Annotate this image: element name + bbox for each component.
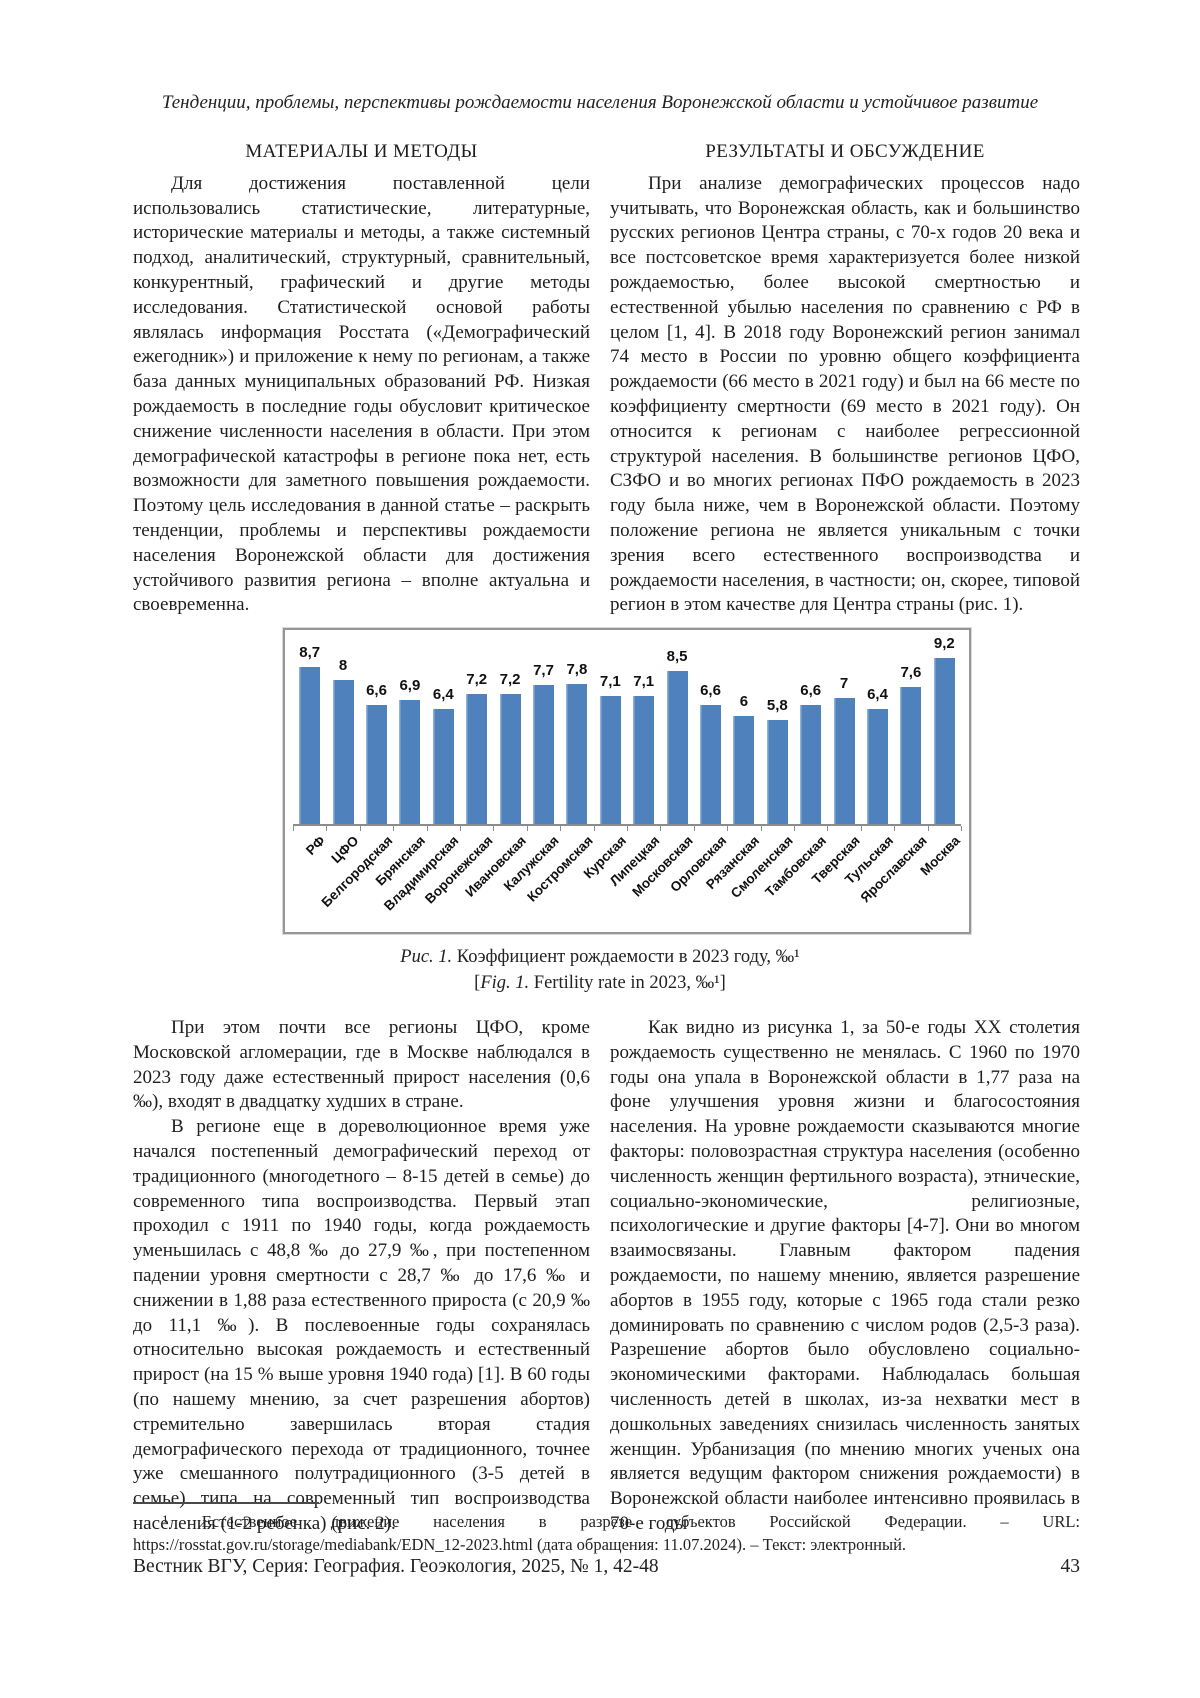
bar	[733, 716, 755, 824]
bar	[766, 720, 788, 824]
bar	[332, 680, 354, 824]
bar-value-label: 6,9	[399, 677, 421, 694]
section-heading-results: РЕЗУЛЬТАТЫ И ОБСУЖДЕНИЕ	[705, 141, 985, 162]
axis-tick	[393, 826, 395, 831]
bar-value-label: 7	[839, 675, 849, 692]
bar-value-label: 8,5	[666, 648, 688, 665]
body-column-left-lower: При этом почти все регионы ЦФО, кроме Мо…	[133, 1016, 590, 1537]
axis-tick	[894, 826, 896, 831]
axis-tick	[961, 826, 962, 831]
axis-tick	[593, 826, 595, 831]
bar-value-label: 6	[739, 693, 749, 710]
figure-caption-en: [Fig. 1. Fertility rate in 2023, ‰¹]	[100, 970, 1100, 996]
bar	[666, 671, 688, 824]
bar-value-label: 6,6	[366, 682, 387, 699]
bar	[366, 705, 387, 824]
bar-value-label: 6,4	[432, 686, 454, 703]
bar	[533, 685, 554, 824]
bar	[700, 705, 721, 824]
bar	[867, 709, 888, 824]
figure-caption-ru: Рис. 1. Коэффициент рождаемости в 2023 г…	[100, 944, 1100, 970]
bar	[633, 696, 655, 824]
bar-value-label: 7,2	[499, 671, 521, 688]
axis-tick	[927, 826, 929, 831]
bar	[466, 694, 488, 824]
axis-tick	[326, 826, 328, 831]
axis-tick	[426, 826, 428, 831]
page-number: 43	[1060, 1556, 1081, 1577]
footnote-text: ¹ Естественное движение населения в разр…	[133, 1512, 1080, 1554]
bar	[432, 709, 454, 824]
axis-tick	[526, 826, 528, 831]
figure-caption-en-text: Fertility rate in 2023, ‰¹]	[533, 973, 726, 993]
axis-tick	[693, 826, 695, 831]
bar-value-label: 8	[338, 657, 348, 674]
bar-value-label: 9,2	[933, 635, 955, 652]
bar	[399, 700, 421, 824]
category-label: РФ	[303, 833, 329, 859]
axis-tick	[359, 826, 361, 831]
bar-value-label: 7,8	[566, 661, 588, 678]
figure-caption-ru-text: Коэффициент рождаемости в 2023 году, ‰¹	[456, 947, 800, 967]
axis-tick	[727, 826, 729, 831]
paragraph-results-1: При анализе демографических процессов на…	[610, 172, 1080, 616]
axis-tick	[760, 826, 762, 831]
page-footer: Вестник ВГУ, Серия: География. Геоэколог…	[133, 1556, 1080, 1578]
paragraph-lower-left-2: В регионе еще в дореволюционное время уж…	[133, 1116, 590, 1534]
figure-caption-ru-label: Рис. 1.	[400, 947, 453, 967]
bar-value-label: 7,2	[466, 671, 488, 688]
bar	[566, 684, 588, 824]
figure-caption-en-bracket: [	[474, 973, 481, 993]
bar-value-label: 6,4	[867, 686, 888, 703]
bar-value-label: 5,8	[766, 697, 788, 714]
axis-tick	[627, 826, 628, 831]
paragraph-lower-right-1: Как видно из рисунка 1, за 50-е годы XX …	[610, 1017, 1080, 1534]
axis-tick	[794, 826, 795, 831]
paragraph-lower-left-1: При этом почти все регионы ЦФО, кроме Мо…	[133, 1017, 590, 1113]
body-column-right-lower: Как видно из рисунка 1, за 50-е годы XX …	[610, 1016, 1080, 1537]
axis-tick	[827, 826, 829, 831]
figure-caption-en-label: Fig. 1.	[480, 973, 530, 993]
bar-value-label: 7,1	[599, 673, 621, 690]
axis-tick	[660, 826, 662, 831]
axis-tick	[493, 826, 495, 831]
axis-tick	[560, 826, 562, 831]
bar-value-label: 8,7	[299, 644, 321, 661]
section-heading-materials: МАТЕРИАЛЫ И МЕТОДЫ	[245, 141, 478, 162]
bar	[933, 658, 955, 824]
bar	[900, 687, 922, 824]
fertility-bar-chart: 8,7 РФ 8 ЦФО 6,6 Белгородская 6,9 Брянская 6,4 Вл…	[283, 628, 971, 934]
figure-caption: Рис. 1. Коэффициент рождаемости в 2023 г…	[100, 944, 1100, 996]
bar-value-label: 6,6	[800, 682, 822, 699]
materials-methods-section: МАТЕРИАЛЫ И МЕТОДЫ Для достижения постав…	[133, 140, 590, 618]
journal-reference: Вестник ВГУ, Серия: География. Геоэколог…	[133, 1556, 659, 1577]
bar	[833, 698, 855, 824]
bar-value-label: 7,6	[900, 664, 922, 681]
bar-value-label: 7,7	[533, 662, 554, 679]
bar-value-label: 6,6	[700, 682, 721, 699]
running-head: Тенденции, проблемы, перспективы рождаем…	[161, 92, 1039, 113]
axis-tick	[860, 826, 862, 831]
bar	[599, 696, 621, 824]
bar	[299, 667, 321, 824]
bar	[800, 705, 822, 824]
x-axis-line	[293, 824, 961, 826]
results-discussion-section: РЕЗУЛЬТАТЫ И ОБСУЖДЕНИЕ При анализе демо…	[610, 140, 1080, 618]
fertility-chart-plot: 8,7 РФ 8 ЦФО 6,6 Белгородская 6,9 Брянская 6,4 Вл…	[285, 630, 969, 932]
axis-tick	[460, 826, 461, 831]
footnote-separator	[133, 1502, 319, 1504]
bar	[499, 694, 521, 824]
paragraph-materials-1: Для достижения поставленной цели использ…	[133, 172, 590, 616]
bar-value-label: 7,1	[633, 673, 655, 690]
axis-tick	[293, 826, 294, 831]
